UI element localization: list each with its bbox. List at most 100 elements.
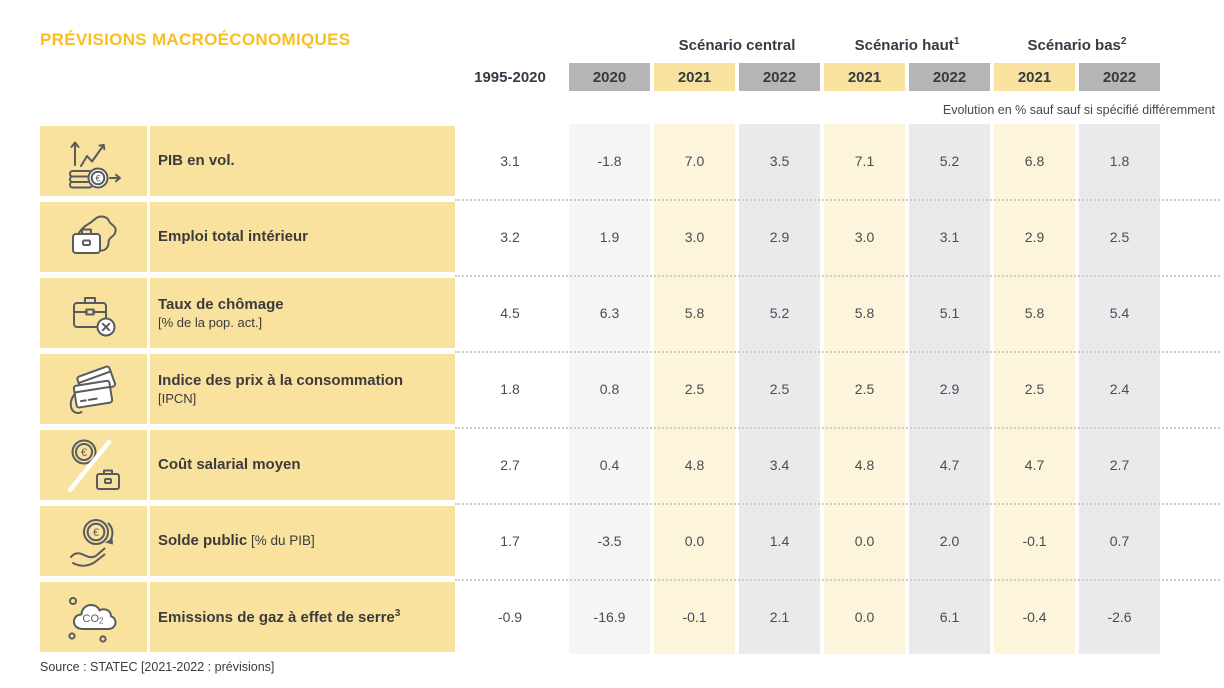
table-row-solde-public: € Solde public [% du PIB] 1.7 -3.5 0.0 1…	[40, 506, 1175, 576]
page-title: PRÉVISIONS MACROÉCONOMIQUES	[40, 30, 351, 49]
value-cell: 5.4	[1109, 305, 1130, 321]
column-strip	[909, 124, 990, 654]
column-strip	[739, 124, 820, 654]
year-chip-2021-central: 2021	[654, 63, 735, 91]
scenario-label: Scénario central	[678, 37, 796, 54]
column-strip	[824, 124, 905, 654]
row-icon-box: €	[40, 126, 147, 196]
briefcase-map-icon	[71, 215, 117, 254]
year-chip-row: 2020 2021 2022 2021 2022 2021 2022	[569, 63, 1160, 91]
value-cell: -0.4	[1022, 609, 1047, 625]
value-cell: 3.0	[684, 229, 705, 245]
year-chip-2021-haut: 2021	[824, 63, 905, 91]
row-label-box: Taux de chômage [% de la pop. act.]	[150, 278, 455, 348]
value-cell: -1.8	[597, 153, 622, 169]
svg-text:€: €	[95, 173, 100, 183]
value-cell: 0.0	[854, 533, 875, 549]
coin-briefcase-ratio-icon: €	[67, 439, 120, 493]
value-cell: -0.9	[497, 609, 523, 625]
value-cell: 7.0	[684, 153, 705, 169]
value-cell: 2.9	[769, 229, 790, 245]
briefcase-cross-icon	[72, 297, 115, 337]
hand-coin-icon: €	[69, 519, 113, 567]
value-cell: 0.4	[599, 457, 620, 473]
scenario-bas-header: Scénario bas2	[994, 36, 1160, 54]
value-cell: 2.7	[500, 457, 520, 473]
value-cell: 0.8	[599, 381, 620, 397]
value-cell: 7.1	[854, 153, 875, 169]
value-cell: 5.1	[939, 305, 960, 321]
svg-text:€: €	[80, 447, 86, 459]
row-icon-box	[40, 278, 147, 348]
row-label: Indice des prix à la consommation	[158, 371, 404, 389]
co2-cloud-icon: CO2	[67, 597, 116, 643]
table-row-prix: Indice des prix à la consommation [IPCN]…	[40, 354, 1175, 424]
column-header-1995-2020: 1995-2020	[474, 69, 546, 86]
value-cell: -0.1	[682, 609, 707, 625]
year-chip-2022-bas: 2022	[1079, 63, 1160, 91]
row-divider	[455, 579, 1220, 581]
row-label-box: PIB en vol.	[150, 126, 455, 196]
column-strip	[569, 124, 650, 654]
value-cell: 2.5	[684, 381, 705, 397]
value-cell: -0.1	[1022, 533, 1047, 549]
value-cell: 6.1	[939, 609, 960, 625]
value-cell: -16.9	[593, 609, 626, 625]
scenario-haut-header: Scénario haut1	[824, 36, 990, 54]
scenario-footnote-marker: 2	[1120, 36, 1127, 47]
value-cell: 3.1	[500, 153, 520, 169]
source-note: Source : STATEC [2021-2022 : prévisions]	[40, 660, 275, 674]
year-chip-2022-haut: 2022	[909, 63, 990, 91]
value-cell: 5.8	[854, 305, 875, 321]
value-cell: 1.9	[599, 229, 620, 245]
scenario-footnote-marker: 1	[953, 36, 960, 47]
scenario-label: Scénario haut	[854, 37, 954, 54]
row-label: Coût salarial moyen	[158, 456, 301, 474]
value-cell: 3.1	[939, 229, 960, 245]
value-cell: 2.0	[939, 533, 960, 549]
value-cell: 2.1	[769, 609, 790, 625]
scenario-central-header: Scénario central	[654, 36, 820, 54]
value-cell: 6.8	[1024, 153, 1045, 169]
year-chip-2021-bas: 2021	[994, 63, 1075, 91]
svg-text:CO2: CO2	[82, 613, 104, 626]
value-cell: 1.8	[500, 381, 520, 397]
row-icon-box: €	[40, 430, 147, 500]
value-cell: 2.9	[939, 381, 960, 397]
value-cell: 2.5	[1024, 381, 1045, 397]
row-icon-box: €	[40, 506, 147, 576]
value-cell: 4.5	[500, 305, 520, 321]
value-cell: 2.5	[769, 381, 790, 397]
row-label-box: Emissions de gaz à effet de serre3	[150, 582, 455, 652]
column-background-strips	[569, 124, 1160, 654]
value-cell: 3.5	[769, 153, 790, 169]
value-cell: 2.7	[1109, 457, 1130, 473]
table-row-cout-salarial: € Coût salarial moyen 2.7 0.4 4.8 3.4 4.…	[40, 430, 1175, 500]
column-strip	[994, 124, 1075, 654]
value-cell: 3.0	[854, 229, 875, 245]
unit-note: Evolution en % sauf sauf si spécifié dif…	[942, 103, 1215, 117]
value-cell: 5.2	[769, 305, 790, 321]
row-label-suffix: [% du PIB]	[247, 533, 315, 549]
table-body: € PIB en vol. 3.1 -1.8 7.0 3.5 7.1 5.2 6…	[40, 124, 1220, 654]
row-icon-box	[40, 202, 147, 272]
row-sublabel: [% de la pop. act.]	[158, 315, 263, 331]
value-cell: 4.7	[939, 457, 960, 473]
value-cell: 2.9	[1024, 229, 1045, 245]
table-row-pib: € PIB en vol. 3.1 -1.8 7.0 3.5 7.1 5.2 6…	[40, 126, 1175, 196]
value-cell: 2.4	[1109, 381, 1130, 397]
row-label: Solde public	[158, 532, 248, 550]
value-cell: -3.5	[597, 533, 622, 549]
value-cell: 4.8	[854, 457, 875, 473]
row-sublabel: [IPCN]	[158, 391, 197, 407]
table-row-chomage: Taux de chômage [% de la pop. act.] 4.5 …	[40, 278, 1175, 348]
row-label-box: Solde public [% du PIB]	[150, 506, 455, 576]
column-strip	[654, 124, 735, 654]
row-icon-box: CO2	[40, 582, 147, 652]
value-cell: 1.8	[1109, 153, 1130, 169]
row-label-box: Coût salarial moyen	[150, 430, 455, 500]
row-label: Taux de chômage	[158, 295, 284, 313]
row-divider	[455, 427, 1220, 429]
row-divider	[455, 275, 1220, 277]
